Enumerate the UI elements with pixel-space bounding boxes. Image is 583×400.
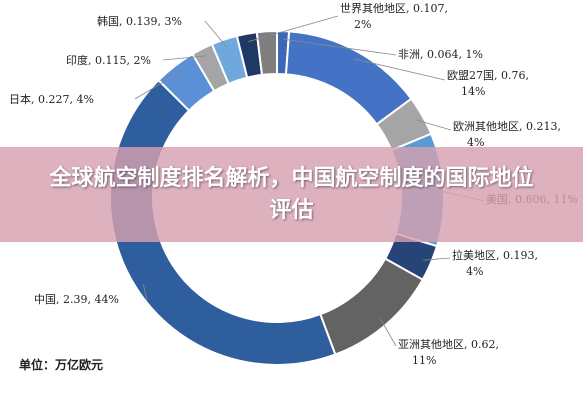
slice-label: 欧洲其他地区, 0.213, 4% [453,120,561,149]
leader-line [204,20,228,48]
leader-line [162,55,206,61]
slice-label: 世界其他地区, 0.107, 2% [340,2,448,31]
donut-slice [284,30,413,126]
leader-line [423,257,451,261]
slice-label: 欧盟27国, 0.76, 14% [447,69,529,98]
leader-line [380,318,397,347]
leader-line [415,119,452,131]
slice-label: 拉美地区, 0.193, 4% [452,248,538,278]
unit-label: 单位：万亿欧元 [19,358,104,372]
leader-line [142,284,148,301]
donut-slice [109,78,337,366]
leader-line [248,15,339,43]
banner-title: 全球航空制度排名解析，中国航空制度的国际地位评估 [49,165,534,223]
slice-label: 亚洲其他地区, 0.62, 11% [398,338,499,367]
leader-line [353,58,446,81]
title-banner: 全球航空制度排名解析，中国航空制度的国际地位评估 [0,147,583,242]
slice-label: 中国, 2.39, 44% [34,293,119,306]
slice-label: 日本, 0.227, 4% [9,92,94,106]
slice-label: 非洲, 0.064, 1% [398,48,483,61]
donut-slice [255,29,278,77]
slice-label: 印度, 0.115, 2% [66,53,151,67]
slice-label: 韩国, 0.139, 3% [97,14,182,28]
leader-line [282,38,397,56]
leader-line [134,71,180,100]
